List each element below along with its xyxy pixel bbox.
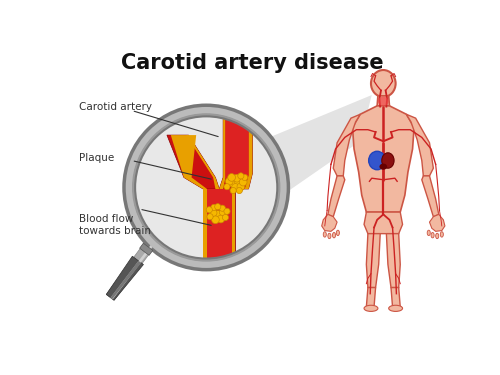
Polygon shape xyxy=(167,135,220,189)
Circle shape xyxy=(207,214,213,220)
Circle shape xyxy=(237,183,244,190)
Circle shape xyxy=(224,208,230,214)
Circle shape xyxy=(133,114,280,261)
Polygon shape xyxy=(260,95,372,210)
Polygon shape xyxy=(366,288,376,307)
Polygon shape xyxy=(186,135,220,189)
Ellipse shape xyxy=(440,232,444,237)
Circle shape xyxy=(224,184,230,190)
Polygon shape xyxy=(406,114,434,176)
Polygon shape xyxy=(333,114,360,176)
Ellipse shape xyxy=(328,233,331,238)
Circle shape xyxy=(226,177,233,185)
Circle shape xyxy=(217,215,224,223)
Polygon shape xyxy=(140,243,153,255)
Circle shape xyxy=(214,204,221,210)
Polygon shape xyxy=(386,234,400,288)
Circle shape xyxy=(232,184,239,191)
Circle shape xyxy=(236,188,242,194)
Ellipse shape xyxy=(323,232,326,237)
Ellipse shape xyxy=(427,230,430,236)
Polygon shape xyxy=(244,106,252,189)
Polygon shape xyxy=(232,189,235,276)
Ellipse shape xyxy=(380,164,387,170)
Polygon shape xyxy=(322,214,337,231)
Circle shape xyxy=(234,178,242,186)
Circle shape xyxy=(230,188,236,194)
Polygon shape xyxy=(366,234,380,288)
Polygon shape xyxy=(328,176,345,217)
Polygon shape xyxy=(171,135,207,189)
Polygon shape xyxy=(352,106,414,212)
Ellipse shape xyxy=(364,305,378,311)
Circle shape xyxy=(230,180,237,188)
Ellipse shape xyxy=(371,70,396,97)
Circle shape xyxy=(220,208,227,216)
Circle shape xyxy=(212,216,220,223)
Polygon shape xyxy=(364,212,403,234)
Polygon shape xyxy=(220,106,252,189)
Text: Blood flow
towards brain: Blood flow towards brain xyxy=(79,214,151,236)
Circle shape xyxy=(233,174,241,182)
Circle shape xyxy=(214,210,222,218)
Polygon shape xyxy=(377,96,390,106)
Polygon shape xyxy=(207,189,232,276)
Ellipse shape xyxy=(436,233,438,238)
Polygon shape xyxy=(110,243,155,299)
Ellipse shape xyxy=(332,232,336,238)
Circle shape xyxy=(242,174,248,180)
Circle shape xyxy=(222,214,228,220)
Circle shape xyxy=(211,204,217,210)
Ellipse shape xyxy=(388,305,402,311)
Text: Plaque: Plaque xyxy=(79,153,114,163)
Ellipse shape xyxy=(368,151,386,170)
Circle shape xyxy=(206,207,212,213)
Circle shape xyxy=(129,111,283,264)
Ellipse shape xyxy=(431,232,434,238)
Polygon shape xyxy=(203,189,207,276)
Polygon shape xyxy=(220,106,226,189)
Ellipse shape xyxy=(336,230,340,236)
Polygon shape xyxy=(203,189,235,276)
Circle shape xyxy=(240,178,247,186)
Polygon shape xyxy=(226,106,248,189)
Text: Carotid artery: Carotid artery xyxy=(79,102,152,112)
Text: Carotid artery disease: Carotid artery disease xyxy=(121,53,384,73)
Ellipse shape xyxy=(378,97,388,106)
Polygon shape xyxy=(106,256,144,300)
Circle shape xyxy=(220,205,226,212)
Polygon shape xyxy=(110,261,141,299)
Polygon shape xyxy=(422,176,438,217)
Circle shape xyxy=(228,174,235,181)
Circle shape xyxy=(210,209,217,217)
Polygon shape xyxy=(391,288,400,307)
Ellipse shape xyxy=(382,153,394,168)
Circle shape xyxy=(238,173,244,179)
Polygon shape xyxy=(106,238,156,300)
Polygon shape xyxy=(430,214,445,231)
